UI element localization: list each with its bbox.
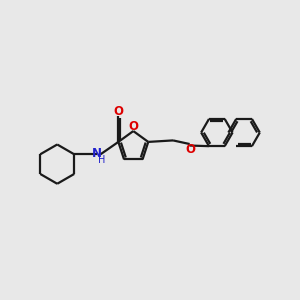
Text: O: O	[185, 143, 195, 156]
Text: O: O	[113, 106, 123, 118]
Text: H: H	[98, 155, 106, 165]
Text: N: N	[92, 147, 102, 160]
Text: O: O	[128, 120, 138, 133]
